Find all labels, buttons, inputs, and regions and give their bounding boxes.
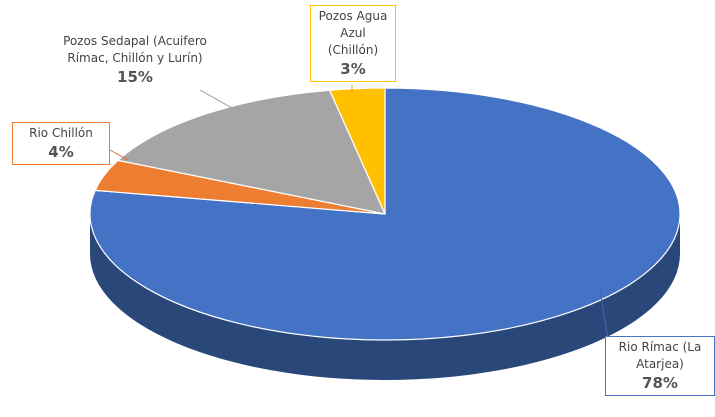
slice (89, 87, 681, 341)
label-value: 3% (340, 60, 366, 78)
leader-line (109, 149, 129, 161)
data-label: Pozos Sedapal (Acuifero Rímac, Chillón y… (55, 30, 215, 90)
data-label: Rio Rímac (La Atarjea) 78% (605, 336, 715, 396)
label-value: 15% (117, 68, 153, 86)
label-name: Pozos Agua Azul (Chillón) (318, 9, 388, 57)
data-label: Pozos Agua Azul (Chillón) 3% (310, 5, 396, 82)
data-label: Rio Chillón 4% (12, 122, 110, 165)
slice-side (90, 214, 680, 380)
label-value: 4% (48, 143, 74, 161)
label-name: Pozos Sedapal (Acuifero Rímac, Chillón y… (63, 34, 207, 65)
label-name: Rio Rímac (La Atarjea) (618, 340, 702, 371)
slice (117, 89, 386, 215)
label-name: Rio Chillón (29, 126, 93, 140)
leader-line (199, 89, 233, 109)
slice (329, 87, 386, 215)
label-value: 78% (642, 374, 678, 392)
